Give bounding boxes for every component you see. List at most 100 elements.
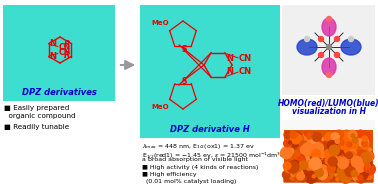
Text: DPZ derivative H: DPZ derivative H — [170, 125, 250, 134]
Circle shape — [357, 177, 361, 181]
Circle shape — [353, 163, 360, 171]
Circle shape — [307, 151, 313, 156]
Circle shape — [336, 168, 347, 178]
Circle shape — [299, 136, 304, 140]
Circle shape — [331, 133, 339, 141]
Circle shape — [334, 141, 341, 148]
Circle shape — [284, 162, 291, 169]
Ellipse shape — [297, 39, 317, 55]
Circle shape — [325, 154, 328, 157]
Circle shape — [288, 169, 300, 180]
Circle shape — [337, 146, 341, 150]
Text: ■ High activity (4 kinds of reactions): ■ High activity (4 kinds of reactions) — [142, 165, 259, 170]
Circle shape — [340, 168, 349, 176]
Circle shape — [345, 154, 356, 165]
Text: R: R — [64, 40, 70, 49]
Circle shape — [344, 146, 355, 157]
Circle shape — [320, 171, 331, 182]
Text: S: S — [181, 77, 187, 86]
Circle shape — [340, 142, 349, 151]
Circle shape — [363, 159, 372, 169]
Circle shape — [295, 178, 299, 181]
Circle shape — [311, 154, 321, 164]
Circle shape — [360, 170, 368, 178]
Circle shape — [299, 161, 307, 169]
Circle shape — [348, 130, 357, 139]
Circle shape — [338, 160, 341, 163]
Circle shape — [319, 36, 324, 42]
Circle shape — [289, 162, 297, 171]
Circle shape — [351, 168, 357, 174]
Circle shape — [294, 167, 302, 174]
Circle shape — [335, 52, 339, 57]
Circle shape — [364, 164, 375, 175]
Circle shape — [329, 145, 339, 155]
Text: S: S — [181, 45, 187, 54]
Circle shape — [336, 178, 339, 181]
Circle shape — [288, 162, 299, 173]
Circle shape — [358, 175, 363, 180]
Circle shape — [312, 175, 315, 178]
Circle shape — [344, 133, 355, 144]
Circle shape — [308, 148, 317, 158]
Circle shape — [347, 151, 355, 160]
Circle shape — [321, 145, 324, 148]
Circle shape — [328, 157, 337, 166]
Circle shape — [353, 160, 365, 172]
Circle shape — [291, 141, 298, 147]
Circle shape — [309, 160, 317, 168]
Circle shape — [341, 150, 352, 162]
Circle shape — [336, 130, 344, 139]
Circle shape — [305, 161, 314, 170]
Circle shape — [367, 162, 372, 166]
Circle shape — [318, 170, 327, 180]
Circle shape — [329, 141, 335, 147]
Circle shape — [304, 153, 313, 161]
Circle shape — [320, 138, 327, 145]
Circle shape — [299, 170, 303, 175]
Circle shape — [296, 164, 307, 175]
Circle shape — [288, 135, 294, 141]
Circle shape — [345, 157, 353, 163]
Circle shape — [300, 146, 309, 154]
Circle shape — [338, 140, 347, 149]
Circle shape — [335, 170, 343, 178]
Circle shape — [320, 141, 329, 150]
Circle shape — [313, 154, 321, 162]
Circle shape — [315, 172, 319, 176]
Circle shape — [291, 144, 296, 150]
Circle shape — [349, 162, 359, 173]
FancyBboxPatch shape — [282, 120, 375, 182]
Circle shape — [356, 151, 366, 161]
Circle shape — [291, 172, 295, 176]
Circle shape — [327, 164, 335, 172]
Circle shape — [284, 163, 293, 173]
Circle shape — [338, 137, 349, 148]
Text: HOMO(red)/LUMO(blue): HOMO(red)/LUMO(blue) — [278, 99, 378, 108]
Circle shape — [362, 166, 368, 173]
Text: N: N — [50, 39, 57, 48]
Circle shape — [351, 134, 355, 137]
Text: ■ High efficiency: ■ High efficiency — [142, 172, 197, 177]
Circle shape — [337, 132, 344, 138]
Circle shape — [315, 165, 322, 172]
Circle shape — [350, 151, 354, 155]
Circle shape — [305, 36, 310, 42]
FancyBboxPatch shape — [284, 130, 373, 178]
Ellipse shape — [322, 58, 336, 76]
Circle shape — [348, 149, 356, 157]
Circle shape — [307, 134, 319, 146]
Circle shape — [358, 158, 366, 166]
Circle shape — [313, 151, 319, 157]
Circle shape — [305, 164, 314, 172]
Circle shape — [327, 72, 332, 77]
Circle shape — [357, 130, 364, 137]
Circle shape — [364, 165, 372, 172]
Circle shape — [347, 150, 350, 153]
Circle shape — [297, 138, 301, 142]
Circle shape — [329, 140, 337, 148]
FancyBboxPatch shape — [3, 5, 115, 101]
Text: MeO: MeO — [151, 20, 169, 26]
Circle shape — [339, 141, 344, 145]
Circle shape — [336, 143, 342, 149]
